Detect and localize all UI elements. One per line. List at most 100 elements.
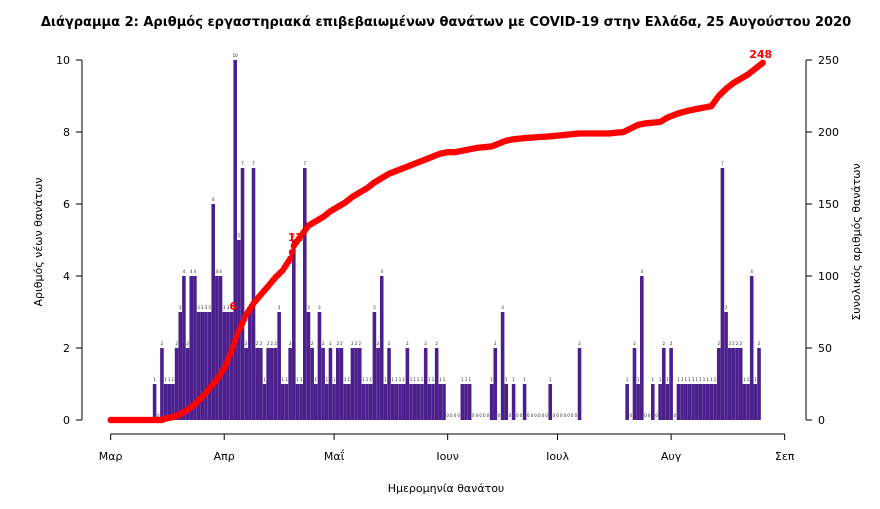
bar-value-label: 1: [399, 377, 402, 382]
bar: [423, 348, 428, 420]
bar-value-label: 0: [556, 413, 559, 418]
bar-value-label: 2: [633, 341, 636, 346]
bar: [240, 168, 245, 420]
bar: [321, 348, 325, 420]
bar: [346, 384, 351, 420]
bar: [211, 204, 216, 420]
bar-value-label: 1: [153, 377, 156, 382]
annotation-label: 6: [229, 300, 237, 313]
bar: [288, 348, 292, 420]
cumulative-point: [228, 347, 235, 355]
bar-value-label: 1: [677, 377, 680, 382]
bar: [167, 384, 172, 420]
bar: [680, 384, 684, 420]
bar: [324, 384, 329, 420]
bar-value-label: 1: [296, 377, 299, 382]
bar-value-label: 2: [736, 341, 739, 346]
bar-value-label: 1: [637, 377, 640, 382]
bar: [284, 384, 289, 420]
bar-value-label: 0: [483, 413, 486, 418]
bar: [716, 348, 721, 420]
bar: [350, 348, 355, 420]
bar: [185, 348, 190, 420]
bar-value-label: 1: [413, 377, 416, 382]
bar: [713, 384, 717, 420]
bar-value-label: 0: [476, 413, 479, 418]
bar: [207, 312, 212, 420]
bar-value-label: 1: [344, 377, 347, 382]
bar: [522, 384, 527, 420]
x-tick-label: Ιουλ: [546, 450, 569, 463]
bar: [658, 384, 662, 420]
bar: [248, 312, 252, 420]
bar-value-label: 1: [366, 377, 369, 382]
bar-value-label: 2: [175, 341, 178, 346]
bar-value-label: 4: [183, 269, 186, 274]
bar-value-label: 2: [267, 341, 270, 346]
bar: [229, 312, 234, 420]
bar: [196, 312, 201, 420]
bar: [354, 348, 358, 420]
bar-value-label: 0: [457, 413, 460, 418]
bar: [724, 312, 728, 420]
bar-value-label: 7: [304, 161, 307, 166]
bar: [365, 384, 369, 420]
bar-value-label: 0: [516, 413, 519, 418]
bar-value-label: 0: [655, 413, 658, 418]
bar: [204, 312, 208, 420]
bar-value-label: 1: [549, 377, 552, 382]
bar-value-label: 2: [260, 341, 263, 346]
bar-value-label: 1: [626, 377, 629, 382]
bar: [218, 276, 223, 420]
bar: [577, 348, 582, 420]
bar-value-label: 2: [274, 341, 277, 346]
bar-value-label: 1: [692, 377, 695, 382]
cumulative-point: [230, 342, 237, 350]
bar-value-label: 3: [725, 305, 728, 310]
plot-area: 1021112342443333644333105723722122231125…: [107, 48, 772, 424]
y-tick-label-left: 2: [63, 342, 70, 355]
bar: [281, 384, 285, 420]
bar-value-label: 1: [505, 377, 508, 382]
cumulative-point: [233, 332, 241, 339]
annotation-label: 248: [749, 48, 772, 61]
bar-value-label: 1: [172, 377, 175, 382]
bar-value-label: 0: [531, 413, 534, 418]
bar: [727, 348, 732, 420]
bar: [361, 384, 366, 420]
bar-value-label: 3: [227, 305, 230, 310]
bar-value-label: 4: [194, 269, 197, 274]
bar-value-label: 0: [542, 413, 545, 418]
y-tick-label-right: 50: [818, 342, 832, 355]
bar-value-label: 1: [369, 377, 372, 382]
bar: [738, 348, 743, 420]
bar-value-label: 0: [479, 413, 482, 418]
cumulative-point: [759, 59, 766, 67]
y-tick-label-right: 150: [818, 198, 839, 211]
bar-value-label: 3: [201, 305, 204, 310]
bar: [625, 384, 629, 420]
bar-value-label: 1: [391, 377, 394, 382]
bar: [317, 312, 322, 420]
bar: [676, 384, 681, 420]
bar-value-label: 2: [336, 341, 339, 346]
bar-value-label: 1: [743, 377, 746, 382]
bar: [493, 348, 498, 420]
bar-value-label: 1: [395, 377, 398, 382]
bar-value-label: 0: [571, 413, 574, 418]
bar-value-label: 1: [384, 377, 387, 382]
bar: [753, 384, 758, 420]
bar-value-label: 6: [212, 197, 215, 202]
bar-value-label: 1: [512, 377, 515, 382]
bar: [193, 276, 197, 420]
bar: [464, 384, 468, 420]
bar-value-label: 1: [706, 377, 709, 382]
y-tick-label-left: 8: [63, 126, 70, 139]
bar-value-label: 1: [699, 377, 702, 382]
bar-value-label: 1: [432, 377, 435, 382]
bar-value-label: 1: [333, 377, 336, 382]
bar-value-label: 2: [271, 341, 274, 346]
bar: [709, 384, 714, 420]
bar: [259, 348, 263, 420]
bar: [200, 312, 205, 420]
